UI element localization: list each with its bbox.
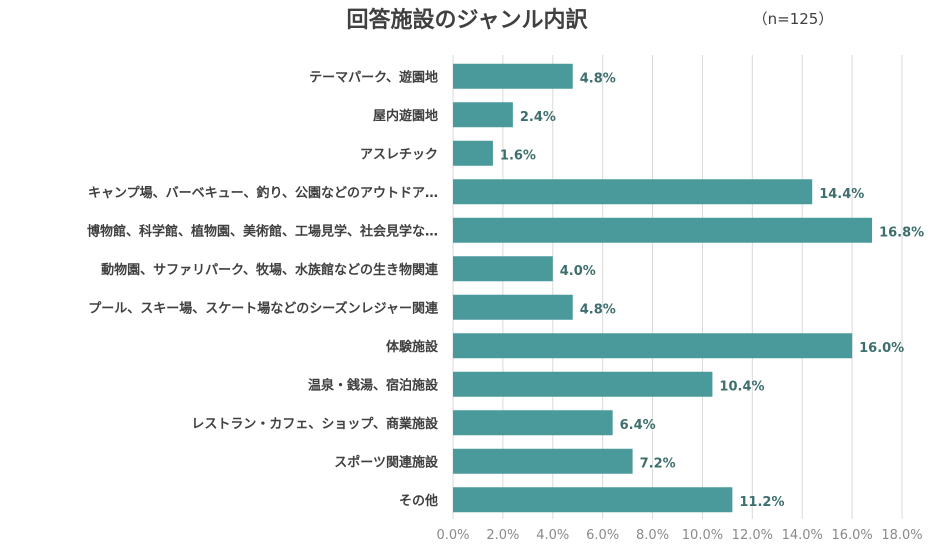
x-tick-label: 18.0% (881, 528, 922, 543)
value-label: 16.8% (879, 225, 924, 240)
x-tick-label: 0.0% (436, 528, 469, 543)
sample-size-note: （n=125） (753, 10, 834, 28)
bar (453, 179, 813, 205)
bar (453, 448, 633, 474)
bar (453, 371, 713, 397)
category-label: プール、スキー場、スケート場などのシーズンレジャー関連 (88, 300, 439, 316)
category-label: キャンプ場、バーベキュー、釣り、公園などのアウトドア… (88, 185, 438, 201)
value-label: 1.6% (500, 148, 536, 163)
x-tick-label: 16.0% (831, 528, 872, 543)
value-label: 4.8% (580, 71, 616, 86)
category-label: レストラン・カフェ、ショップ、商業施設 (191, 416, 439, 432)
bar (453, 294, 573, 320)
value-label: 11.2% (739, 495, 784, 510)
value-label: 7.2% (640, 456, 676, 471)
category-label: 温泉・銭湯、宿泊施設 (308, 377, 439, 393)
category-label: スポーツ関連施設 (334, 454, 439, 470)
value-label: 4.0% (560, 264, 596, 279)
x-tick-label: 4.0% (536, 528, 569, 543)
value-labels: 4.8% 2.4% 1.6% 14.4% 16.8% 4.0% 4.8% 16.0% 10.4%… (500, 71, 924, 510)
bar (453, 217, 873, 243)
value-label: 10.4% (719, 379, 764, 394)
category-label: 屋内遊園地 (373, 108, 438, 124)
category-label: 動物園、サファリパーク、牧場、水族館などの生き物関連 (101, 262, 439, 278)
x-tick-label: 2.0% (486, 528, 519, 543)
category-label: その他 (399, 493, 438, 509)
value-label: 2.4% (520, 110, 556, 125)
bar (453, 256, 553, 282)
category-label: アスレチック (360, 147, 438, 162)
x-tick-label: 12.0% (732, 528, 773, 543)
bar (453, 102, 513, 128)
value-label: 14.4% (819, 187, 864, 202)
value-label: 4.8% (580, 302, 616, 317)
x-tick-label: 8.0% (636, 528, 669, 543)
chart-title: 回答施設のジャンル内訳 (347, 7, 589, 33)
x-tick-label: 6.0% (586, 528, 619, 543)
category-label: 体験施設 (386, 339, 439, 355)
gridlines (452, 55, 903, 519)
bar (453, 487, 733, 513)
bar (453, 333, 853, 359)
bar (453, 410, 613, 436)
value-label: 16.0% (859, 341, 904, 356)
category-labels: テーマパーク、遊園地屋内遊園地アスレチックキャンプ場、バーベキュー、釣り、公園な… (87, 69, 439, 509)
x-tick-label: 10.0% (682, 528, 723, 543)
bar (453, 63, 573, 89)
category-label: テーマパーク、遊園地 (309, 69, 438, 85)
x-axis-ticks: 0.0% 2.0% 4.0% 6.0% 8.0% 10.0% 12.0% 14.0% 16.0%… (436, 528, 922, 543)
bars (453, 63, 873, 513)
category-label: 博物館、科学館、植物園、美術館、工場見学、社会見学な… (87, 223, 438, 239)
x-tick-label: 14.0% (782, 528, 823, 543)
bar (453, 140, 493, 166)
value-label: 6.4% (620, 418, 656, 433)
